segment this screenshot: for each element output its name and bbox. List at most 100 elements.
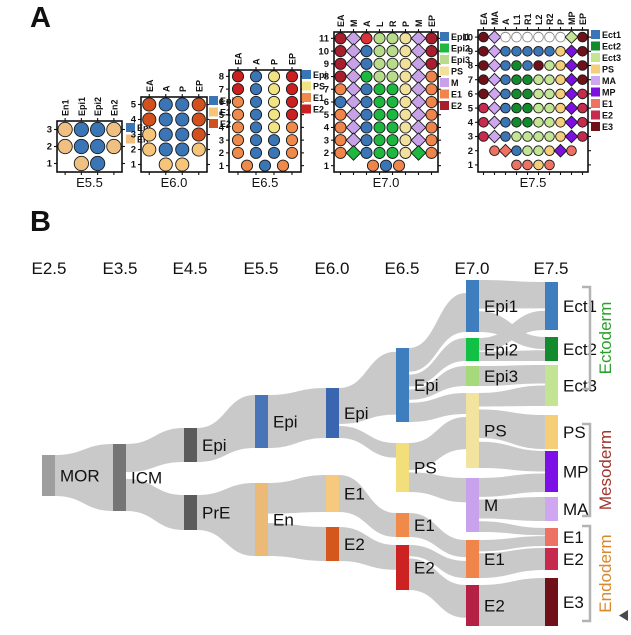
dot-circle bbox=[425, 95, 438, 109]
dot-circle bbox=[555, 74, 566, 85]
sankey-node-label-E1_E60: E1 bbox=[344, 485, 365, 504]
legend-swatch bbox=[440, 101, 449, 110]
dot-circle bbox=[399, 108, 412, 121]
sankey-node-label-Epi1: Epi1 bbox=[484, 297, 518, 316]
dot-circle bbox=[533, 102, 544, 114]
sankey-node-label-ICM: ICM bbox=[131, 469, 162, 488]
dot-circle bbox=[544, 131, 555, 142]
legend-label: E1 bbox=[313, 93, 324, 103]
dot-circle bbox=[425, 108, 438, 121]
legend-label: E2 bbox=[313, 105, 324, 115]
col-label: M bbox=[414, 20, 424, 28]
legend-swatch bbox=[591, 99, 600, 108]
dot-circle bbox=[360, 146, 373, 159]
flow-E2_E60-to-E2_E65 bbox=[339, 527, 396, 570]
sankey-node-label-PS_E70: PS bbox=[484, 422, 507, 441]
dot-diamond bbox=[487, 86, 502, 101]
dot-diamond bbox=[487, 101, 502, 116]
sankey-node-label-PS_E65: PS bbox=[414, 459, 437, 478]
dot-circle bbox=[399, 134, 412, 147]
flow-E1_E65-to-E1_E70 bbox=[409, 513, 466, 558]
dot-diamond bbox=[564, 30, 579, 45]
row-label: 6 bbox=[219, 97, 224, 108]
dot-circle bbox=[544, 74, 555, 85]
dot-circle bbox=[544, 102, 555, 114]
row-label: 2 bbox=[324, 148, 329, 159]
flow-PS_E70-to-Ect3 bbox=[479, 385, 545, 407]
legend-swatch bbox=[440, 55, 449, 64]
sankey-node-label-Epi_E65: Epi bbox=[414, 376, 439, 395]
col-label: A bbox=[501, 18, 511, 25]
legend-label: PS bbox=[602, 65, 614, 75]
dot-circle bbox=[285, 95, 299, 108]
dot-circle bbox=[425, 83, 438, 96]
dot-circle bbox=[231, 95, 245, 108]
dot-circle bbox=[73, 155, 89, 172]
col-label: EP bbox=[194, 80, 204, 92]
sankey-node-label-E2_E65: E2 bbox=[414, 559, 435, 578]
legend-swatch bbox=[591, 110, 600, 120]
col-label: EA bbox=[336, 14, 346, 27]
dot-circle bbox=[577, 102, 588, 114]
panel-a-label: A bbox=[30, 2, 51, 34]
dot-circle bbox=[386, 32, 399, 45]
flow-M_E70-to-MP bbox=[479, 473, 545, 497]
legend-swatch bbox=[440, 43, 449, 53]
dot-circle bbox=[386, 83, 399, 96]
legend-swatch bbox=[126, 134, 135, 144]
dot-circle bbox=[533, 74, 544, 85]
flow-MOR-to-ICM bbox=[55, 444, 113, 511]
dot-diamond bbox=[345, 144, 362, 161]
dot-circle bbox=[373, 70, 386, 83]
row-label: 4 bbox=[219, 123, 225, 134]
dot-diamond bbox=[564, 58, 579, 73]
col-label: MP bbox=[567, 12, 577, 26]
dot-circle bbox=[425, 70, 438, 83]
sankey-node-MOR bbox=[42, 455, 55, 496]
dot-circle bbox=[158, 142, 173, 157]
dot-circle bbox=[399, 32, 412, 45]
sankey-node-label-PrE: PrE bbox=[202, 504, 230, 523]
dot-circle bbox=[57, 121, 73, 138]
dot-diamond bbox=[564, 72, 579, 87]
dot-diamond bbox=[564, 44, 579, 59]
sankey-node-label-Ect3: Ect3 bbox=[563, 377, 597, 396]
dot-diamond bbox=[487, 30, 502, 45]
dot-circle bbox=[555, 102, 566, 114]
corner-arrow-icon bbox=[619, 610, 628, 621]
dot-circle bbox=[511, 60, 522, 71]
plot-title: E7.5 bbox=[520, 175, 547, 190]
stage-header-E7.0: E7.0 bbox=[455, 259, 490, 278]
legend-swatch bbox=[591, 76, 600, 85]
dot-open-circle bbox=[555, 31, 566, 43]
legend-label: E1 bbox=[451, 90, 462, 100]
dot-circle bbox=[392, 159, 406, 172]
dot-circle bbox=[267, 70, 281, 83]
row-label: 6 bbox=[468, 89, 473, 100]
col-label: P bbox=[178, 86, 188, 92]
sankey-node-Epi_E45 bbox=[184, 428, 197, 462]
dot-circle bbox=[334, 83, 347, 96]
row-label: 3 bbox=[131, 130, 136, 141]
dot-circle bbox=[478, 46, 489, 57]
dot-circle bbox=[231, 108, 245, 121]
legend-label: Epi3 bbox=[451, 55, 470, 65]
stage-header-E6.0: E6.0 bbox=[315, 259, 350, 278]
dot-circle bbox=[267, 121, 281, 134]
legend-swatch bbox=[302, 104, 311, 114]
sankey-node-ICM bbox=[113, 444, 126, 511]
legend-swatch bbox=[126, 123, 135, 132]
dot-circle bbox=[522, 74, 533, 85]
dot-circle bbox=[334, 70, 347, 83]
plot-title: E7.0 bbox=[373, 175, 400, 190]
dot-circle bbox=[533, 145, 544, 156]
group-label-Endoderm: Endoderm bbox=[596, 534, 615, 612]
flow-PS_E65-to-PS_E70 bbox=[409, 417, 466, 470]
row-label: 7 bbox=[468, 75, 473, 86]
dot-circle bbox=[555, 46, 566, 57]
legend-label: E3 bbox=[602, 122, 613, 132]
sankey-node-E2_E70 bbox=[466, 585, 479, 626]
dot-circle bbox=[544, 46, 555, 57]
